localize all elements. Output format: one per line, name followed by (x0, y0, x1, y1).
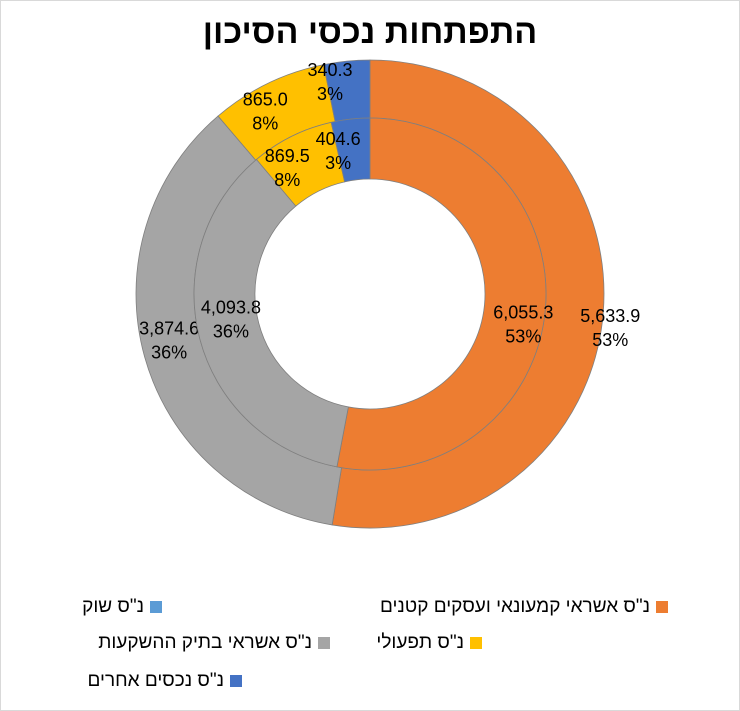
legend-item-4: נ"ס נכסים אחרים (88, 668, 242, 694)
legend-item-1: נ"ס אשראי קמעונאי ועסקים קטנים (380, 594, 668, 620)
inner-ring-slice-1 (336, 117, 547, 471)
outer-value-label-2: 3,874.6 (139, 318, 199, 338)
outer-percent-label-3: 8% (252, 113, 278, 133)
outer-percent-label-1: 53% (592, 330, 628, 350)
legend-swatch-0 (150, 601, 162, 613)
outer-percent-label-2: 36% (151, 342, 187, 362)
legend-swatch-2 (318, 637, 330, 649)
legend-label-4: נ"ס נכסים אחרים (87, 670, 224, 691)
inner-ring-slice-4 (330, 117, 371, 183)
outer-value-label-4: 340.3 (307, 60, 352, 80)
legend-label-2: נ"ס אשראי בתיק ההשקעות (98, 632, 312, 653)
legend-label-0: נ"ס שוק (82, 596, 144, 617)
legend-swatch-1 (656, 601, 668, 613)
chart-title: התפתחות נכסי הסיכון (202, 13, 538, 51)
outer-value-label-1: 5,633.9 (580, 306, 640, 326)
legend-item-2: נ"ס אשראי בתיק ההשקעות (98, 630, 330, 656)
inner-value-label-3: 869.5 (265, 146, 310, 166)
inner-percent-label-4: 3% (325, 153, 351, 173)
legend-item-0: נ"ס שוק (82, 594, 162, 620)
inner-percent-label-3: 8% (274, 170, 300, 190)
outer-percent-label-4: 3% (317, 84, 343, 104)
legend-swatch-4 (230, 675, 242, 687)
legend-item-3: נ"ס תפעולי (376, 630, 482, 656)
inner-value-label-2: 4,093.8 (201, 297, 261, 317)
inner-percent-label-1: 53% (505, 326, 541, 346)
inner-percent-label-2: 36% (213, 321, 249, 341)
inner-value-label-4: 404.6 (316, 129, 361, 149)
inner-ring-slice-2 (193, 158, 349, 468)
legend-label-1: נ"ס אשראי קמעונאי ועסקים קטנים (379, 596, 650, 617)
legend-label-3: נ"ס תפעולי (376, 632, 464, 653)
inner-value-label-1: 6,055.3 (493, 302, 553, 322)
legend-swatch-3 (470, 637, 482, 649)
outer-value-label-3: 865.0 (243, 89, 288, 109)
chart-legend: נ"ס שוק נ"ס אשראי קמעונאי ועסקים קטנים נ"ס… (0, 590, 740, 700)
